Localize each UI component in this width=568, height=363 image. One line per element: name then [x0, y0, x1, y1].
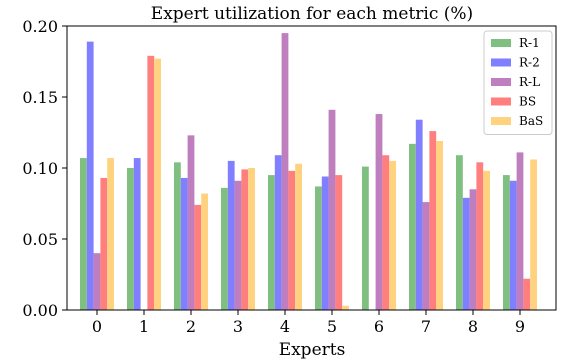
y-tick-label: 0.15	[22, 88, 58, 107]
bar-R-2-0	[86, 41, 94, 311]
chart-title: Expert utilization for each metric (%)	[151, 4, 473, 24]
bar-BS-4	[288, 170, 296, 310]
legend-box	[483, 30, 553, 135]
bar-R-2-9	[509, 180, 517, 310]
bar-R-L-9	[516, 152, 524, 310]
legend-label-R-1: R-1	[519, 36, 540, 50]
legend-swatch-BS	[491, 97, 511, 106]
x-tick-label: 1	[139, 317, 149, 336]
bar-BaS-6	[389, 160, 396, 310]
bar-BaS-2	[201, 193, 208, 310]
bar-R-L-3	[234, 180, 242, 310]
bar-BaS-9	[530, 159, 537, 310]
bar-R-1-2	[174, 162, 181, 310]
bar-R-1-7	[409, 143, 416, 310]
x-tick-label: 2	[186, 317, 196, 336]
bar-R-1-8	[456, 155, 463, 310]
bar-BS-3	[241, 169, 249, 310]
bar-R-2-7	[415, 119, 423, 310]
bar-BS-8	[476, 162, 484, 310]
x-tick-label: 8	[468, 317, 478, 336]
bar-BS-1	[147, 55, 155, 310]
bar-BS-5	[335, 175, 343, 310]
legend-label-R-L: R-L	[519, 75, 540, 89]
legend-swatch-R-2	[491, 58, 511, 67]
bar-R-1-5	[315, 186, 322, 310]
legend-label-BS: BS	[519, 95, 536, 109]
x-tick-label: 0	[92, 317, 102, 336]
bar-BaS-5	[342, 305, 349, 310]
x-tick-label: 4	[280, 317, 290, 336]
bar-BaS-7	[436, 141, 443, 310]
bar-BS-7	[429, 131, 437, 310]
x-tick-label: 3	[233, 317, 243, 336]
x-tick-label: 5	[327, 317, 337, 336]
y-tick-label: 0.10	[22, 159, 58, 178]
bar-BS-2	[194, 204, 202, 310]
x-axis: 0 1 2 3 4 5 6 7 8 9	[92, 310, 525, 336]
bar-BS-6	[382, 155, 390, 310]
x-tick-label: 6	[374, 317, 384, 336]
bar-R-L-7	[422, 202, 430, 310]
bar-R-L-4	[281, 33, 289, 310]
bar-R-1-3	[221, 187, 228, 310]
bar-BS-0	[100, 177, 108, 310]
legend-swatch-R-L	[491, 78, 511, 86]
bar-R-L-5	[328, 109, 336, 310]
y-tick-label: 0.05	[22, 230, 58, 249]
bar-R-2-1	[133, 158, 141, 310]
bar-R-1-1	[127, 168, 134, 310]
x-tick-label: 9	[515, 317, 525, 336]
y-axis: 0.00 0.05 0.10 0.15 0.20	[22, 17, 67, 320]
bars-group	[80, 33, 537, 311]
bar-R-2-5	[321, 176, 329, 310]
y-tick-label: 0.20	[22, 17, 58, 36]
bar-BaS-0	[107, 158, 114, 310]
bar-R-1-0	[80, 158, 87, 310]
legend-label-R-2: R-2	[519, 56, 540, 70]
bar-R-L-0	[93, 253, 101, 310]
x-axis-label: Experts	[279, 340, 346, 360]
bar-R-2-8	[462, 197, 470, 310]
bar-R-L-8	[469, 189, 477, 310]
bar-R-1-4	[268, 175, 275, 310]
bar-R-2-4	[274, 155, 282, 310]
bar-R-1-6	[362, 166, 369, 310]
bar-R-2-2	[180, 177, 188, 310]
bar-BaS-4	[295, 163, 302, 310]
legend-swatch-BaS	[491, 117, 511, 125]
legend-label-BaS: BaS	[519, 114, 543, 128]
bar-R-L-6	[375, 114, 383, 310]
y-tick-label: 0.00	[22, 301, 58, 320]
legend-swatch-R-1	[491, 39, 511, 47]
bar-BaS-1	[154, 58, 161, 310]
bar-R-2-3	[227, 160, 235, 310]
x-tick-label: 7	[421, 317, 431, 336]
bar-BaS-8	[483, 170, 490, 310]
bar-BS-9	[523, 278, 531, 310]
bar-R-L-2	[187, 135, 195, 310]
bar-R-1-9	[503, 175, 510, 310]
bar-BaS-3	[248, 168, 255, 310]
legend: R-1 R-2 R-L BS BaS	[483, 30, 553, 135]
